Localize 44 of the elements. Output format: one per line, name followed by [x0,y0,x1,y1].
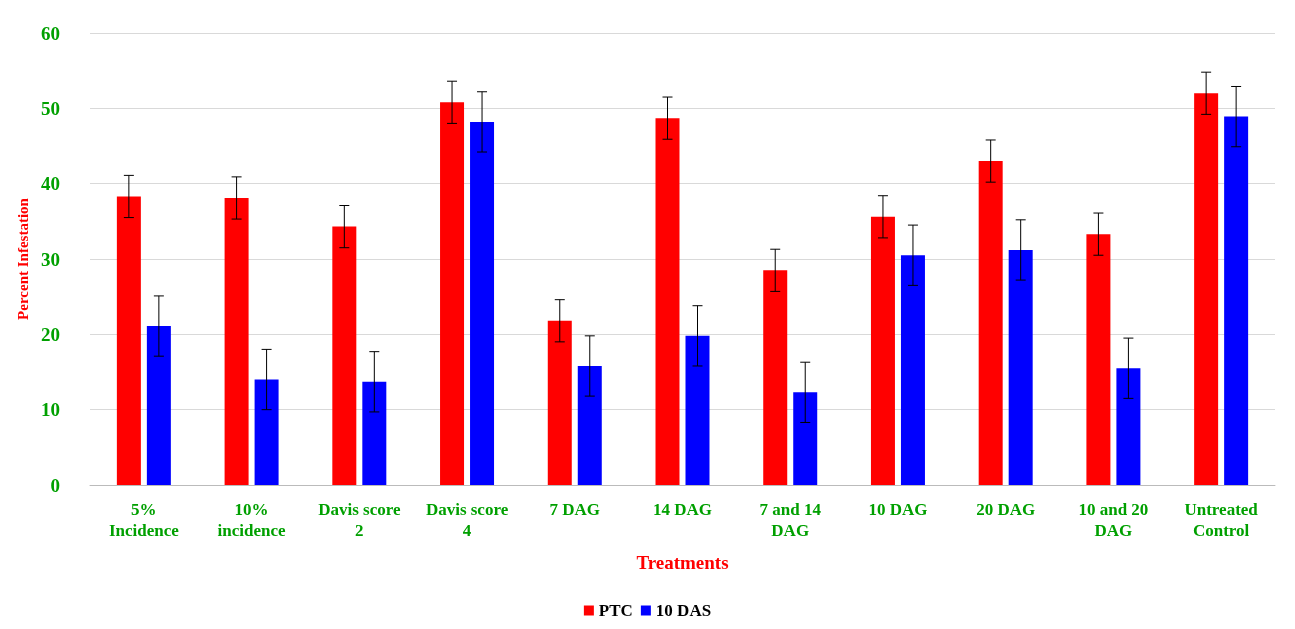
bar [1194,93,1219,485]
x-tick-label: Untreated Control [1184,500,1259,540]
bar [1008,249,1033,485]
y-tick-label: 0 [50,474,60,496]
x-tick-label: Davis score 2 [318,500,401,540]
x-tick-label: 10 DAG [868,500,928,519]
bar [116,196,141,485]
x-tick-label: 20 DAG [976,500,1036,519]
bar [655,118,680,485]
x-tick-label: 14 DAG [652,500,713,519]
y-tick-label: 50 [41,97,60,119]
y-tick-label: 20 [41,323,60,345]
x-tick-label: 7 DAG [549,500,601,519]
x-tick-label: 10% incidence [217,500,287,540]
y-tick-label: 40 [41,173,60,195]
bar [146,326,171,485]
bar [577,365,602,485]
bar [870,216,895,485]
bar [1086,234,1111,485]
y-axis-title: Percent Infestation [14,197,31,320]
y-tick-label: 60 [41,22,60,44]
bar [1116,368,1141,485]
bar [547,320,572,485]
bar [362,381,387,485]
bar [224,197,249,485]
x-tick-label: 5% Incidence [108,500,180,540]
x-tick-label: Davis score 4 [425,500,509,540]
x-tick-label: 10 and 20 DAG [1078,500,1149,540]
legend-label: 10 DAS [655,601,712,620]
bar [1224,116,1249,485]
legend-label: PTC [598,601,633,620]
bar [254,379,279,485]
bar [978,161,1003,485]
bar [470,121,495,485]
bar [332,226,357,485]
bar [900,255,925,485]
bar [440,102,465,485]
bar [763,270,788,485]
x-axis-title: Treatments [636,552,729,573]
bar [793,392,818,485]
y-tick-label: 30 [41,248,60,270]
x-tick-label: 7 and 14 DAG [759,500,822,540]
y-tick-label: 10 [41,399,60,421]
bar [685,335,710,485]
